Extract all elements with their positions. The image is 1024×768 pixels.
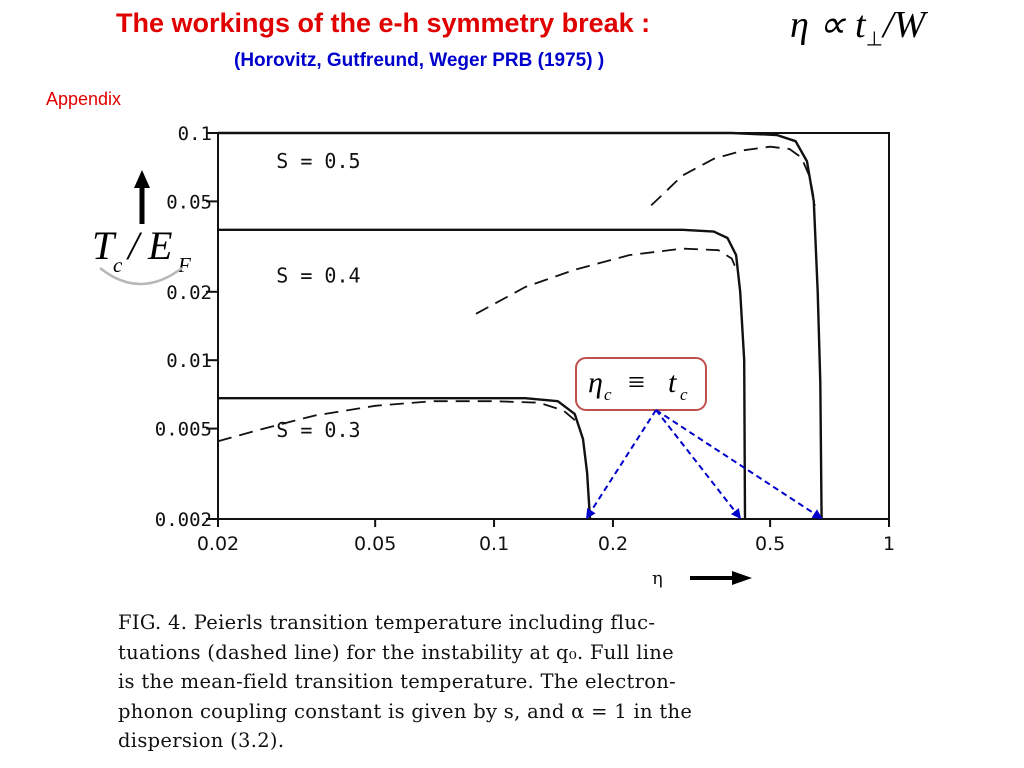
x-axis-label: η	[652, 568, 752, 589]
xlabel-eta: η	[652, 568, 663, 589]
series-label-s-0-4: S = 0.4	[276, 263, 360, 287]
eta-c-arrow-s-0-3	[585, 409, 657, 520]
ytick-label-0-1: 0.1	[178, 123, 212, 145]
series-label-s-0-3: S = 0.3	[276, 418, 360, 442]
series-labels: S = 0.5 S = 0.4 S = 0.3	[276, 149, 360, 442]
ylabel-c: c	[113, 253, 123, 277]
figure-caption: FIG. 4. Peierls transition temperature i…	[118, 608, 908, 756]
annotation-box	[575, 357, 707, 411]
series-solid-2	[218, 228, 747, 520]
xtick-label-0-2: 0.2	[598, 533, 628, 555]
annotation-eta: η	[588, 366, 603, 399]
ylabel-underline-swoosh	[99, 267, 183, 286]
annotation-t: t	[668, 366, 677, 399]
appendix-label: Appendix	[46, 89, 122, 109]
caption-line-2: tuations (dashed line) for the instabili…	[118, 640, 674, 664]
ylabel-t: T	[92, 223, 117, 268]
ylabel-f: F	[177, 253, 191, 277]
plot-frame	[217, 132, 890, 520]
caption-line-4: phonon coupling constant is given by s, …	[118, 699, 693, 723]
series-solid-4	[218, 397, 592, 520]
formula-slash: /	[883, 4, 894, 46]
xtick-label-1: 1	[883, 533, 895, 555]
eta-c-arrow-s-0-5	[655, 409, 824, 520]
formula-t: t	[855, 4, 866, 46]
annotation-equiv: ≡	[626, 366, 646, 399]
ytick-label-0-002: 0.002	[155, 509, 212, 531]
xtick-label-0-1: 0.1	[479, 533, 509, 555]
annotation-t-sub: c	[680, 385, 688, 404]
up-arrow-icon	[134, 170, 150, 188]
caption-line-1: FIG. 4. Peierls transition temperature i…	[118, 611, 656, 634]
ytick-label-0-01: 0.01	[166, 350, 212, 372]
xtick-label-0-5: 0.5	[755, 533, 785, 555]
ylabel-e: E	[147, 223, 172, 268]
series-label-s-0-5: S = 0.5	[276, 149, 360, 173]
formula-propto: ∝	[818, 4, 846, 46]
annotation-eta-sub: c	[604, 385, 612, 404]
title-formula: η ∝ t⊥/W	[790, 2, 925, 52]
series-dashed-3	[475, 247, 739, 315]
ylabel-slash: /	[126, 223, 143, 268]
caption-line-3: is the mean-field transition temperature…	[118, 670, 677, 693]
formula-eta: η	[790, 4, 809, 46]
series-dashed-1	[650, 145, 816, 207]
ytick-label-0-05: 0.05	[166, 191, 212, 213]
y-axis-label: T c / E F	[92, 170, 191, 286]
xtick-label-0-05: 0.05	[354, 533, 396, 555]
caption-line-5: dispersion (3.2).	[118, 729, 285, 752]
formula-perp: ⊥	[865, 28, 883, 51]
annotation-arrows	[585, 409, 824, 520]
curves	[217, 131, 823, 520]
formula-w: W	[893, 4, 926, 46]
series-dashed-5	[217, 400, 579, 443]
slide-title: The workings of the e-h symmetry break :	[116, 8, 651, 38]
ytick-label-0-02: 0.02	[166, 282, 212, 304]
series-solid-0	[218, 131, 823, 520]
xtick-label-0-02: 0.02	[197, 533, 239, 555]
eta-c-arrow-s-0-4	[655, 409, 742, 520]
citation-subtitle: (Horovitz, Gutfreund, Weger PRB (1975) )	[234, 50, 605, 71]
eta-c-annotation: η c ≡ t c	[575, 357, 707, 411]
right-arrow-icon	[732, 571, 752, 585]
ytick-label-0-005: 0.005	[155, 419, 212, 441]
